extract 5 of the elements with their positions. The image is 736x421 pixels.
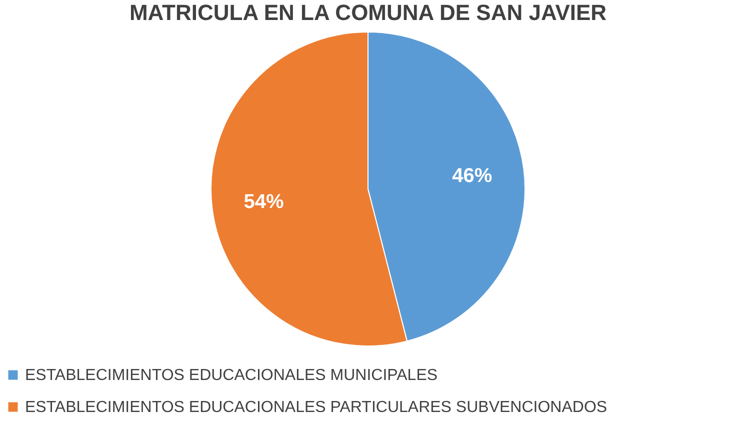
legend-label: ESTABLECIMIENTOS EDUCACIONALES MUNICIPALES <box>25 367 438 384</box>
data-label: 46% <box>452 164 492 187</box>
chart-title: MATRICULA EN LA COMUNA DE SAN JAVIER <box>129 0 607 25</box>
legend-label: ESTABLECIMIENTOS EDUCACIONALES PARTICULARES SUBVENCIONADOS <box>25 399 608 416</box>
data-label: 54% <box>244 191 284 214</box>
